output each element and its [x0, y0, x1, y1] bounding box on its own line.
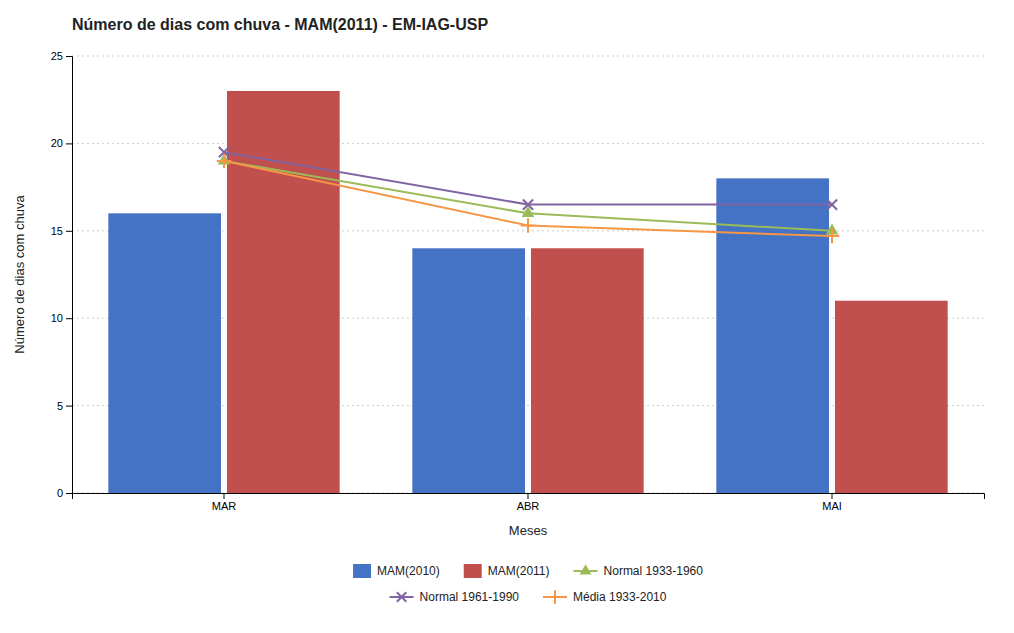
legend-item: Normal 1933-1960 — [574, 564, 704, 578]
legend-row: Normal 1961-1990 Média 1933-2010 — [390, 590, 667, 604]
x-axis-title: Meses — [509, 523, 548, 538]
tick: 5 — [57, 400, 72, 412]
tick: 20 — [51, 137, 72, 149]
line — [224, 152, 832, 204]
marker — [827, 199, 837, 209]
grid — [72, 56, 984, 493]
tick-mark — [224, 493, 225, 499]
marker — [521, 218, 535, 232]
marker — [523, 199, 533, 209]
tick: 15 — [51, 225, 72, 237]
legend: MAM(2010) MAM(2011) Normal 1933-1960 Normal… — [353, 564, 703, 604]
tick-label: 15 — [51, 225, 63, 237]
tick: ABR — [517, 493, 540, 512]
line-series — [219, 147, 837, 210]
legend-label: Normal 1933-1960 — [604, 564, 704, 578]
legend-label: Normal 1961-1990 — [420, 590, 520, 604]
plot: 0 5 10 15 20 25 MAR ABR MAI — [51, 50, 985, 512]
tick-label: MAI — [822, 500, 842, 512]
legend-label: MAM(2011) — [488, 564, 550, 578]
tick-mark — [528, 493, 529, 499]
bar — [531, 248, 644, 493]
bar — [227, 91, 340, 493]
line-series — [217, 154, 839, 244]
grid-line — [72, 56, 984, 57]
bar — [412, 248, 525, 493]
legend-marker — [580, 564, 592, 574]
line-series — [218, 154, 839, 235]
marks — [108, 91, 947, 493]
line — [224, 161, 832, 236]
marker — [825, 229, 839, 243]
tick-mark — [66, 143, 72, 144]
legend-swatch — [464, 564, 482, 578]
legend-label: Média 1933-2010 — [573, 590, 667, 604]
marker — [217, 154, 231, 168]
tick: 10 — [51, 312, 72, 324]
tick-label: 10 — [51, 312, 63, 324]
title: Número de dias com chuva - MAM(2011) - E… — [72, 16, 488, 33]
tick-label: MAR — [212, 500, 237, 512]
legend-item: Normal 1961-1990 — [390, 590, 520, 604]
legend-marker — [397, 592, 406, 601]
tick: 0 — [57, 487, 72, 499]
y-axis: 0 5 10 15 20 25 — [51, 50, 73, 499]
x-axis: MAR ABR MAI — [73, 493, 985, 512]
grid-line — [72, 143, 984, 144]
tick: 25 — [51, 50, 72, 62]
tick-mark — [66, 406, 72, 407]
tick-label: 25 — [51, 50, 63, 62]
tick-mark — [66, 493, 72, 494]
axis-line — [66, 57, 73, 494]
legend-row: MAM(2010) MAM(2011) Normal 1933-1960 — [353, 564, 703, 578]
legend-marker — [548, 590, 561, 603]
tick-mark — [66, 231, 72, 232]
bar — [108, 213, 221, 493]
tick: MAR — [212, 493, 237, 512]
legend-item: MAM(2010) — [353, 564, 440, 578]
tick-label: 5 — [57, 400, 63, 412]
bar — [835, 301, 948, 493]
legend-item: Média 1933-2010 — [543, 590, 667, 604]
tick-mark — [66, 318, 72, 319]
bar-series — [227, 91, 948, 493]
y-axis-title: Número de dias com chuva — [12, 195, 27, 354]
chart: 0 5 10 15 20 25 MAR ABR MAI Número de dias com ch… — [0, 0, 1014, 633]
tick-mark — [832, 493, 833, 499]
tick-label: ABR — [517, 500, 540, 512]
legend-item: MAM(2011) — [464, 564, 550, 578]
bar-series — [108, 178, 829, 493]
legend-label: MAM(2010) — [377, 564, 440, 578]
legend-swatch — [353, 564, 371, 578]
tick-label: 0 — [57, 487, 63, 499]
tick-label: 20 — [51, 137, 63, 149]
tick-mark — [66, 56, 72, 57]
tick: MAI — [822, 493, 842, 512]
axis-line — [73, 494, 985, 500]
